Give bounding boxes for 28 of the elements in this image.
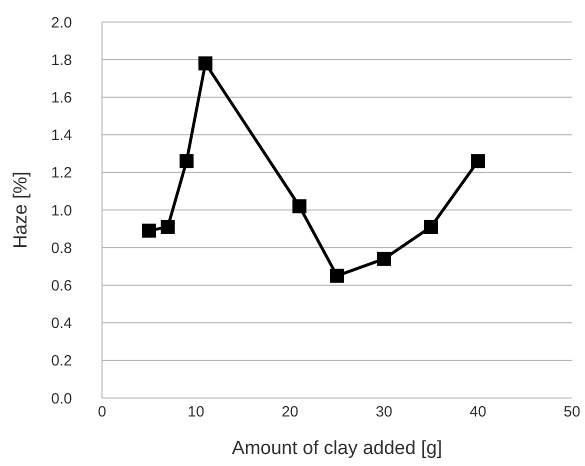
x-tick-label: 10 (188, 404, 204, 421)
point (160, 220, 175, 234)
y-tick-label: 1.8 (51, 52, 72, 69)
y-tick-label: 0.8 (51, 240, 72, 257)
y-tick-label: 0.0 (51, 390, 72, 408)
point (292, 199, 306, 214)
point (330, 268, 344, 283)
y-tick-label: 0.6 (51, 278, 72, 295)
x-axis-title: Amount of clay added [g] (232, 438, 442, 459)
x-tick-label: 20 (282, 404, 298, 421)
point (377, 252, 391, 266)
x-tick-label: 0 (98, 404, 106, 421)
y-tick-label: 1.4 (51, 127, 72, 144)
y-tick-label: 1.6 (51, 90, 72, 107)
point (198, 56, 212, 70)
point (180, 154, 194, 168)
y-tick-label: 1.2 (51, 164, 72, 182)
y-tick-label: 0.2 (51, 352, 72, 370)
x-tick-label: 40 (470, 404, 486, 421)
y-axis-title: Haze [%] (10, 171, 32, 249)
y-tick-label: 1.0 (51, 202, 72, 220)
x-tick-label: 30 (376, 404, 392, 421)
point (471, 154, 485, 168)
x-tick-label: 50 (564, 404, 580, 421)
point (142, 224, 156, 238)
point (424, 220, 438, 234)
y-tick-label: 0.4 (51, 315, 72, 332)
y-tick-label: 2.0 (51, 14, 72, 32)
